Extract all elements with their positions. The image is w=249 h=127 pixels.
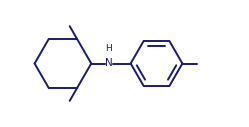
Text: H: H xyxy=(106,44,112,53)
Text: N: N xyxy=(105,59,113,68)
